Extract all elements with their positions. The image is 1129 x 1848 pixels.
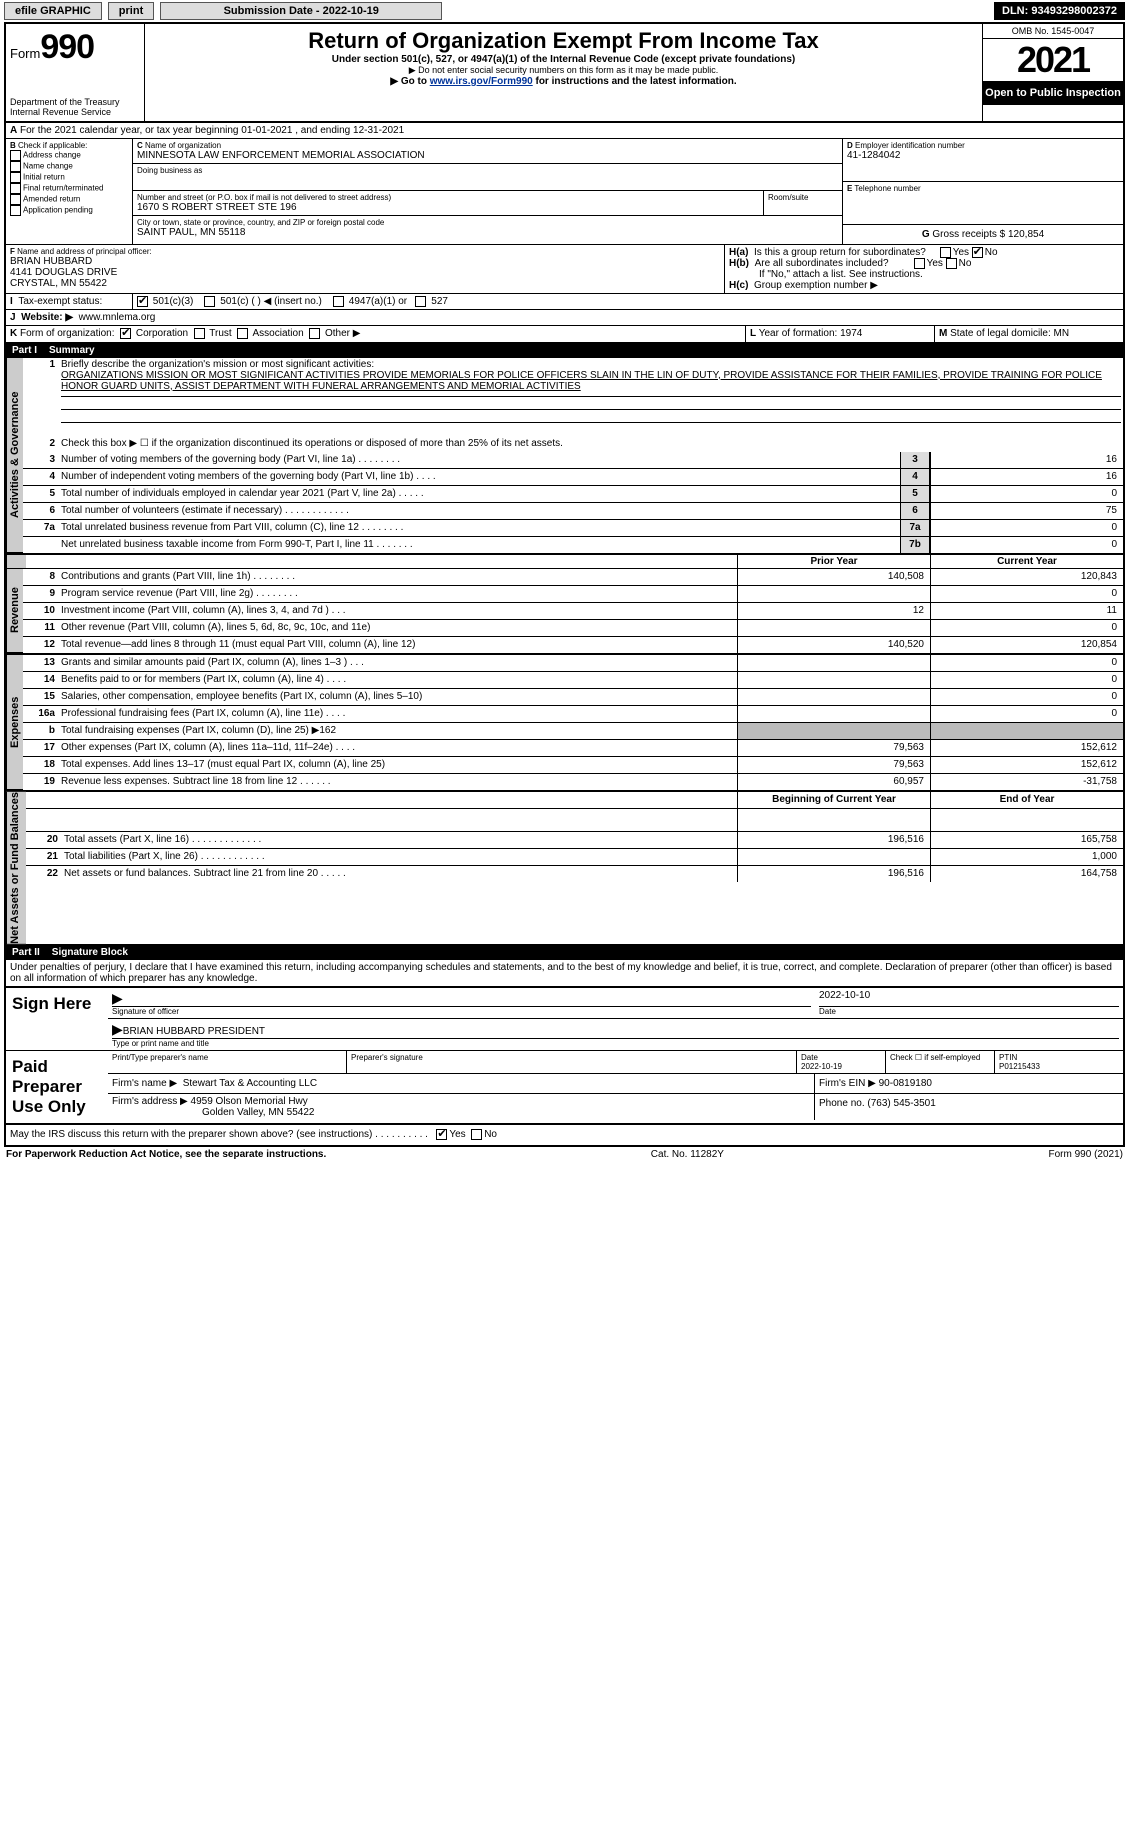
check-4947[interactable] [333,296,344,307]
summary-row: 20Total assets (Part X, line 16) . . . .… [26,832,1123,849]
dept-treasury: Department of the Treasury [10,97,140,107]
summary-row: 17Other expenses (Part IX, column (A), l… [23,740,1123,757]
part-1-header: Part I Summary [6,343,1123,358]
check-name[interactable] [10,161,21,172]
signature-section: Sign Here ▶ Signature of officer 2022-10… [4,988,1125,1146]
may-discuss-row: May the IRS discuss this return with the… [6,1124,1123,1144]
summary-row: 12Total revenue—add lines 8 through 11 (… [23,637,1123,653]
check-501c[interactable] [204,296,215,307]
line-A: A For the 2021 calendar year, or tax yea… [6,123,1123,139]
discuss-yes[interactable] [436,1129,447,1140]
expenses-section: Expenses 13Grants and similar amounts pa… [6,655,1123,792]
section-KLM: K Form of organization: Corporation Trus… [6,326,1123,342]
summary-row: 15Salaries, other compensation, employee… [23,689,1123,706]
dln-label: DLN: 93493298002372 [994,2,1125,20]
tax-year: 2021 [983,39,1123,81]
section-FH: F Name and address of principal officer:… [6,245,1123,294]
summary-row: 6Total number of volunteers (estimate if… [23,503,1123,520]
form-subtitle-1: Under section 501(c), 527, or 4947(a)(1)… [153,54,974,65]
side-label-revenue: Revenue [6,569,23,653]
check-amended[interactable] [10,194,21,205]
submission-date-button[interactable]: Submission Date - 2022-10-19 [160,2,442,20]
irs-link[interactable]: www.irs.gov/Form990 [430,76,533,87]
summary-row: 21Total liabilities (Part X, line 26) . … [26,849,1123,866]
mission-text: ORGANIZATIONS MISSION OR MOST SIGNIFICAN… [61,370,1102,392]
h-b-no[interactable] [946,258,957,269]
page-footer: For Paperwork Reduction Act Notice, see … [0,1147,1129,1162]
summary-row: 9Program service revenue (Part VIII, lin… [23,586,1123,603]
summary-row: 22Net assets or fund balances. Subtract … [26,866,1123,882]
summary-row: bTotal fundraising expenses (Part IX, co… [23,723,1123,740]
check-assoc[interactable] [237,328,248,339]
summary-row: 8Contributions and grants (Part VIII, li… [23,569,1123,586]
org-city: SAINT PAUL, MN 55118 [137,227,838,238]
side-label-expenses: Expenses [6,655,23,790]
form-990-container: Form990 Department of the Treasury Inter… [4,22,1125,988]
paid-preparer-label: Paid Preparer Use Only [6,1051,108,1123]
print-button[interactable]: print [108,2,154,20]
summary-row: Net unrelated business taxable income fr… [23,537,1123,553]
section-J: J Website: ▶ www.mnlema.org [6,310,1123,326]
h-b-yes[interactable] [914,258,925,269]
revenue-section: Revenue 8Contributions and grants (Part … [6,569,1123,655]
part-2-header: Part II Signature Block [6,945,1123,960]
check-501c3[interactable] [137,296,148,307]
summary-row: 4Number of independent voting members of… [23,469,1123,486]
org-address: 1670 S ROBERT STREET STE 196 [137,202,759,213]
col-end-year: End of Year [930,792,1123,808]
summary-row: 3Number of voting members of the governi… [23,452,1123,469]
summary-row: 19Revenue less expenses. Subtract line 1… [23,774,1123,790]
perjury-declaration: Under penalties of perjury, I declare th… [6,960,1123,986]
summary-row: 10Investment income (Part VIII, column (… [23,603,1123,620]
side-label-ag: Activities & Governance [6,358,23,553]
check-initial[interactable] [10,172,21,183]
check-corp[interactable] [120,328,131,339]
check-final[interactable] [10,183,21,194]
section-BCDEFG: B Check if applicable: Address change Na… [6,139,1123,245]
form-header: Form990 Department of the Treasury Inter… [6,24,1123,123]
discuss-no[interactable] [471,1129,482,1140]
h-a-no[interactable] [972,247,983,258]
form-subtitle-2: ▶ Do not enter social security numbers o… [153,65,974,76]
ein: 41-1284042 [847,150,1119,161]
form-title: Return of Organization Exempt From Incom… [153,28,974,54]
section-I: I Tax-exempt status: 501(c)(3) 501(c) ( … [6,293,1123,310]
check-other[interactable] [309,328,320,339]
summary-row: 16aProfessional fundraising fees (Part I… [23,706,1123,723]
col-current-year: Current Year [930,555,1123,568]
check-address[interactable] [10,150,21,161]
efile-button[interactable]: efile GRAPHIC [4,2,102,20]
omb-number: OMB No. 1545-0047 [983,24,1123,39]
summary-row: 5Total number of individuals employed in… [23,486,1123,503]
check-trust[interactable] [194,328,205,339]
irs-label: Internal Revenue Service [10,107,140,117]
activities-governance-section: Activities & Governance 1 Briefly descri… [6,358,1123,555]
col-begin-year: Beginning of Current Year [737,792,930,808]
top-toolbar: efile GRAPHIC print Submission Date - 20… [0,0,1129,22]
website-link[interactable]: www.mnlema.org [79,312,156,323]
summary-row: 18Total expenses. Add lines 13–17 (must … [23,757,1123,774]
open-public-badge: Open to Public Inspection [983,81,1123,105]
check-527[interactable] [415,296,426,307]
summary-row: 14Benefits paid to or for members (Part … [23,672,1123,689]
check-app-pending[interactable] [10,205,21,216]
summary-row: 13Grants and similar amounts paid (Part … [23,655,1123,672]
org-name: MINNESOTA LAW ENFORCEMENT MEMORIAL ASSOC… [137,150,838,161]
summary-row: 7aTotal unrelated business revenue from … [23,520,1123,537]
gross-receipts: 120,854 [1008,229,1044,240]
h-a-yes[interactable] [940,247,951,258]
sign-here-label: Sign Here [6,988,108,1050]
form-number: Form990 [10,28,140,67]
side-label-netassets: Net Assets or Fund Balances [6,792,26,945]
form-subtitle-3: ▶ Go to www.irs.gov/Form990 for instruct… [153,76,974,87]
col-prior-year: Prior Year [737,555,930,568]
summary-row: 11Other revenue (Part VIII, column (A), … [23,620,1123,637]
